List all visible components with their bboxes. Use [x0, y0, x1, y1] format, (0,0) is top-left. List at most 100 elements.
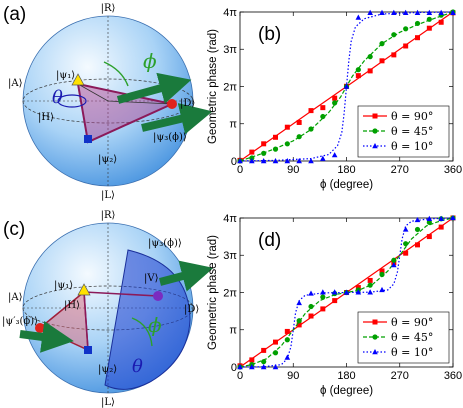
data-point	[438, 224, 444, 230]
data-point	[284, 124, 290, 130]
data-point	[332, 298, 338, 304]
phi-symbol-a: ϕ	[143, 49, 157, 73]
data-point	[414, 216, 421, 223]
data-point	[260, 158, 267, 164]
ket-D-a: |D⟩	[180, 98, 195, 109]
rotation-arrow-1-a	[116, 72, 192, 104]
data-point	[355, 14, 362, 20]
data-point	[403, 241, 409, 247]
psi2-label-a: |ψ₂⟩	[98, 154, 117, 165]
data-point	[308, 158, 314, 164]
ket-L-a: |L⟩	[101, 190, 115, 201]
legend-marker	[372, 319, 378, 325]
data-point	[320, 289, 326, 295]
psi3-label-c: |ψ₃(ϕ)⟩	[148, 238, 182, 249]
x-tick-label: 90	[287, 164, 299, 176]
data-point	[367, 68, 373, 74]
data-point	[426, 9, 433, 15]
psi1-marker-a	[71, 73, 85, 86]
data-point	[402, 9, 409, 15]
y-tick-label: 3π	[223, 44, 237, 56]
data-point	[355, 73, 361, 79]
data-point	[379, 271, 385, 278]
data-point	[261, 347, 267, 353]
psi3-label-a: |ψ₃(ϕ)⟩	[153, 132, 187, 143]
data-point	[426, 215, 433, 221]
legend-label: θ = 45°	[391, 125, 433, 138]
data-point	[284, 337, 290, 343]
plot-d: 0 90 180 270 360 0 π 2π 3π 4π ϕ (degree) Geometric …	[207, 213, 462, 397]
legend-marker	[372, 113, 378, 119]
geodesic-lines-a	[77, 83, 173, 105]
data-point	[414, 226, 421, 233]
data-point	[426, 25, 432, 31]
data-point	[272, 364, 279, 370]
panel-label-a: (a)	[3, 4, 26, 25]
ket-A-a: |A⟩	[8, 78, 23, 89]
data-point	[261, 359, 267, 365]
data-point	[403, 26, 409, 32]
data-point	[403, 250, 409, 256]
data-point	[320, 294, 326, 300]
data-point	[308, 126, 314, 132]
data-point	[308, 303, 314, 310]
data-point	[296, 318, 302, 324]
x-tick-label: 360	[444, 370, 462, 382]
data-point	[249, 149, 255, 155]
y-tick-label: 2π	[223, 287, 237, 299]
data-point	[391, 257, 397, 263]
data-point	[450, 9, 456, 15]
legend-label: θ = 10°	[391, 346, 433, 359]
data-point	[367, 54, 373, 60]
data-point	[261, 141, 267, 147]
data-point	[296, 158, 302, 164]
x-tick-label: 90	[287, 370, 299, 382]
y-tick-label: 0	[231, 156, 237, 168]
data-point	[414, 9, 421, 15]
y-tick-label: 0	[231, 362, 237, 374]
y-tick-label: 2π	[223, 81, 237, 93]
ket-H-a: |H⟩	[38, 112, 54, 123]
plot-b: 0 90 180 270 360 0 π 2π 3π 4π ϕ (degree) Geometric …	[207, 7, 462, 191]
data-point	[426, 16, 432, 22]
data-point	[367, 282, 373, 288]
data-point	[438, 9, 444, 15]
data-point	[284, 158, 291, 164]
rotation-arrow-2-c	[19, 321, 74, 353]
x-axis-label: ϕ (degree)	[320, 385, 373, 397]
psi1-marker-c	[77, 283, 91, 296]
data-point	[355, 67, 361, 73]
data-point	[320, 155, 326, 161]
legend-label: θ = 45°	[391, 331, 433, 344]
x-axis-label: ϕ (degree)	[320, 179, 373, 191]
psi2-marker-c	[84, 346, 92, 354]
data-point	[355, 289, 362, 295]
legend-marker	[372, 143, 378, 149]
psi2-marker-a	[84, 135, 92, 143]
geodesic-lines-c	[83, 291, 159, 351]
ket-L-c: |L⟩	[101, 397, 115, 408]
data-point	[450, 214, 456, 221]
y-tick-label: 4π	[223, 7, 237, 19]
data-point	[379, 9, 385, 15]
data-point	[284, 354, 291, 360]
x-tick-label: 180	[337, 164, 355, 176]
data-point	[331, 152, 338, 158]
data-point	[379, 41, 385, 47]
psi1-label-a: |ψ₁⟩	[56, 70, 75, 81]
data-point	[402, 226, 409, 232]
data-point	[391, 9, 397, 15]
rotation-arrow-2-a	[141, 103, 213, 135]
data-point	[320, 105, 326, 111]
data-point	[249, 357, 255, 363]
data-point	[391, 262, 397, 268]
x-tick-label: 360	[444, 164, 462, 176]
x-tick-label: 270	[391, 164, 409, 176]
y-tick-label: 4π	[223, 213, 237, 225]
data-point	[331, 289, 338, 295]
bloch-sphere-c: (c) |R⟩ |L⟩ |A⟩ |D⟩ |H⟩ |V⟩ |ψ₁⟩ |ψ₂⟩ |ψ…	[2, 210, 214, 408]
panel-label: (b)	[258, 24, 281, 45]
y-tick-label: 3π	[223, 250, 237, 262]
data-point	[332, 95, 338, 101]
